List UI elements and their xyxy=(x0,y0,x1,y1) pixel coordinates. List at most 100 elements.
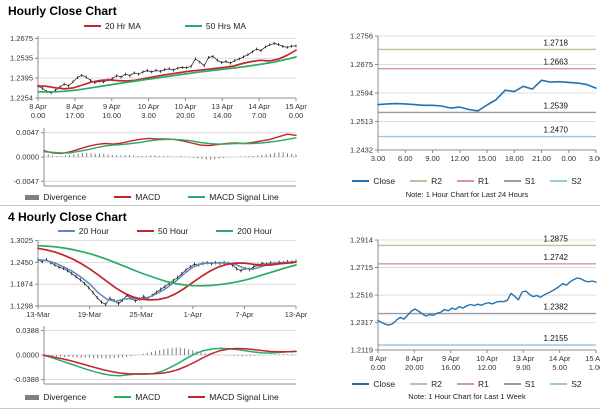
svg-text:1.1298: 1.1298 xyxy=(10,302,33,311)
legend-item: R2 xyxy=(410,379,442,389)
line-swatch xyxy=(456,383,474,385)
weekly-pivot-note: Note: 1 Hour Chart for Last 1 Week xyxy=(408,392,526,401)
legend-item: Close xyxy=(352,176,395,186)
svg-text:8 Apr: 8 Apr xyxy=(406,354,424,363)
svg-text:16.00: 16.00 xyxy=(441,363,460,372)
svg-text:1.2119: 1.2119 xyxy=(351,346,373,355)
legend-label: MACD xyxy=(135,192,161,202)
svg-text:1.2516: 1.2516 xyxy=(350,291,373,300)
svg-text:1.2450: 1.2450 xyxy=(10,258,33,267)
bar-swatch xyxy=(25,194,40,200)
legend-label: MACD Signal Line xyxy=(209,192,279,202)
line-swatch xyxy=(550,383,568,385)
svg-text:0.0047: 0.0047 xyxy=(16,128,39,137)
legend-label: 20 Hour xyxy=(78,226,110,236)
legend-item: S2 xyxy=(550,176,582,186)
svg-text:20.00: 20.00 xyxy=(176,111,195,120)
line-swatch xyxy=(188,396,206,398)
legend-item: 50 Hour xyxy=(137,226,188,236)
legend-item: 20 Hr MA xyxy=(83,21,141,31)
section-divider xyxy=(0,205,600,206)
legend-label: MACD Signal Line xyxy=(209,392,279,402)
svg-text:1.2875: 1.2875 xyxy=(544,234,569,243)
page-bottom-divider xyxy=(0,408,600,409)
legend-item: Divergence xyxy=(25,392,86,402)
line-swatch xyxy=(114,396,132,398)
four-hourly-macd-chart: 0.0388 0.0000 -0.0388 xyxy=(14,326,297,385)
svg-text:10 Apr: 10 Apr xyxy=(476,354,498,363)
section-title-hourly: Hourly Close Chart xyxy=(8,4,117,18)
legend-label: S1 xyxy=(524,379,536,389)
svg-text:1.2756: 1.2756 xyxy=(350,32,373,41)
svg-text:17.00: 17.00 xyxy=(66,111,85,120)
legend-item: R1 xyxy=(456,379,489,389)
svg-text:1.2539: 1.2539 xyxy=(544,101,569,110)
line-swatch xyxy=(410,180,428,182)
svg-text:13-Mar: 13-Mar xyxy=(26,310,50,319)
svg-text:1.2715: 1.2715 xyxy=(350,263,373,272)
hourly-macd-chart: 0.0047 0.0000 -0.0047 xyxy=(14,128,297,187)
svg-text:10.00: 10.00 xyxy=(102,111,121,120)
svg-text:1.2513: 1.2513 xyxy=(350,117,373,126)
four-hourly-ma-legend: 20 Hour 50 Hour 200 Hour xyxy=(30,226,300,236)
weekly-pivot-chart: 1.2914 1.2715 1.2516 1.2317 1.2119 1.2875 1.27… xyxy=(350,234,600,372)
svg-text:3.00: 3.00 xyxy=(589,154,600,163)
legend-label: Divergence xyxy=(43,192,87,202)
line-swatch xyxy=(352,180,370,182)
hourly-pivot-legend: Close R2 R1 S1 S2 xyxy=(336,176,598,186)
svg-text:9.00: 9.00 xyxy=(516,363,531,372)
svg-text:1.2742: 1.2742 xyxy=(544,253,569,262)
svg-text:19-Mar: 19-Mar xyxy=(78,310,102,319)
line-swatch xyxy=(184,25,202,27)
svg-text:0.00: 0.00 xyxy=(31,111,46,120)
legend-item: 50 Hrs MA xyxy=(184,21,246,31)
svg-text:3.00: 3.00 xyxy=(141,111,156,120)
svg-text:9 Apr: 9 Apr xyxy=(442,354,460,363)
svg-text:1.3025: 1.3025 xyxy=(10,236,33,245)
legend-item: MACD xyxy=(114,192,160,202)
svg-text:1.1874: 1.1874 xyxy=(10,280,33,289)
legend-label: 200 Hour xyxy=(237,226,273,236)
svg-text:1.00: 1.00 xyxy=(589,363,600,372)
svg-text:8 Apr: 8 Apr xyxy=(29,102,47,111)
legend-item: R2 xyxy=(410,176,442,186)
svg-text:1.2254: 1.2254 xyxy=(10,94,33,103)
svg-text:0.0000: 0.0000 xyxy=(16,351,39,360)
line-swatch xyxy=(83,25,101,27)
line-swatch xyxy=(114,196,132,198)
legend-label: Close xyxy=(373,379,396,389)
legend-item: Close xyxy=(352,379,395,389)
svg-text:1.2382: 1.2382 xyxy=(544,303,569,312)
svg-text:7.00: 7.00 xyxy=(252,111,267,120)
svg-text:3.00: 3.00 xyxy=(371,154,386,163)
svg-text:13 Apr: 13 Apr xyxy=(512,354,534,363)
svg-text:9.00: 9.00 xyxy=(425,154,440,163)
svg-text:7-Apr: 7-Apr xyxy=(235,310,254,319)
svg-text:1.2675: 1.2675 xyxy=(350,60,373,69)
legend-item: 200 Hour xyxy=(216,226,272,236)
svg-text:1.2317: 1.2317 xyxy=(350,318,373,327)
svg-text:0.00: 0.00 xyxy=(371,363,386,372)
legend-item: S1 xyxy=(503,176,536,186)
bar-swatch xyxy=(25,394,40,400)
legend-label: S1 xyxy=(524,176,536,186)
svg-text:10 Apr: 10 Apr xyxy=(138,102,160,111)
svg-text:0.00: 0.00 xyxy=(289,111,304,120)
legend-label: S2 xyxy=(571,379,582,389)
weekly-pivot-legend: Close R2 R1 S1 S2 xyxy=(336,379,598,389)
svg-text:1-Apr: 1-Apr xyxy=(184,310,203,319)
legend-item: S1 xyxy=(503,379,536,389)
svg-text:15 Apr: 15 Apr xyxy=(585,354,600,363)
line-swatch xyxy=(550,180,568,182)
line-swatch xyxy=(352,383,370,385)
svg-text:1.2914: 1.2914 xyxy=(350,236,373,245)
svg-text:12.00: 12.00 xyxy=(450,154,469,163)
line-swatch xyxy=(456,180,474,182)
legend-label: 20 Hr MA xyxy=(104,21,141,31)
svg-text:6.00: 6.00 xyxy=(398,154,413,163)
svg-text:9 Apr: 9 Apr xyxy=(103,102,121,111)
legend-label: R2 xyxy=(431,176,442,186)
svg-text:20.00: 20.00 xyxy=(405,363,424,372)
svg-text:5.00: 5.00 xyxy=(552,363,567,372)
